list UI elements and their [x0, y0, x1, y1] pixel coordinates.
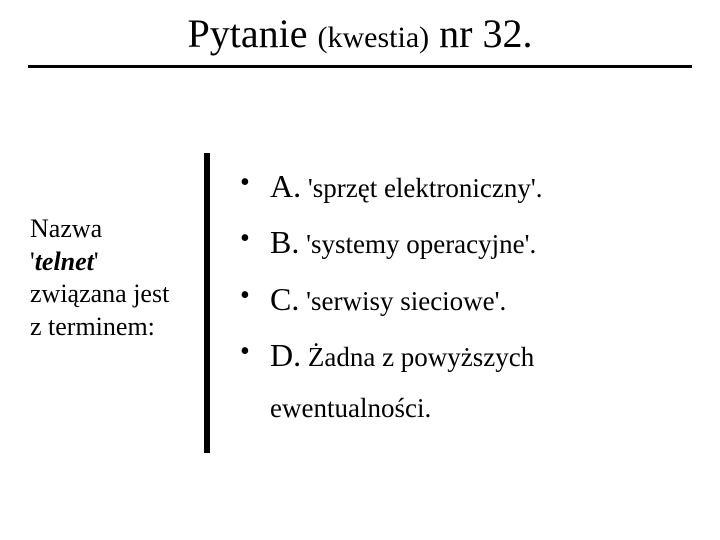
title-pre: Pytanie	[188, 11, 318, 56]
title-post: nr 32.	[429, 11, 532, 56]
bullet-icon: •	[240, 219, 270, 258]
question-stem: Nazwa 'telnet' związana jest z terminem:	[30, 153, 200, 453]
title-sub: (kwestia)	[318, 21, 430, 54]
option-d-letter: D.	[270, 337, 301, 373]
option-a-text: A. 'sprzęt elektroniczny'.	[270, 163, 543, 209]
option-c-body: 'serwisy sieciowe'.	[299, 286, 506, 316]
stem-line3: związana jest	[30, 278, 196, 311]
option-b: • B. 'systemy operacyjne'.	[240, 219, 720, 265]
option-b-body: 'systemy operacyjne'.	[299, 229, 536, 259]
content-area: Nazwa 'telnet' związana jest z terminem:…	[0, 153, 720, 453]
option-a-body: 'sprzęt elektroniczny'.	[301, 173, 542, 203]
vertical-divider	[204, 153, 210, 453]
title-area: Pytanie (kwestia) nr 32.	[0, 0, 720, 57]
bullet-icon: •	[240, 276, 270, 315]
bullet-icon: •	[240, 332, 270, 371]
page-title: Pytanie (kwestia) nr 32.	[188, 10, 533, 57]
horizontal-rule	[28, 65, 692, 68]
stem-emphasis: telnet	[35, 247, 94, 276]
option-c-letter: C.	[270, 281, 299, 317]
options-area: • A. 'sprzęt elektroniczny'. • B. 'syste…	[240, 153, 720, 453]
option-d-body: Żadna z powyższych	[301, 342, 534, 372]
option-a-letter: A.	[270, 168, 301, 204]
option-d-text: D. Żadna z powyższych	[270, 332, 534, 378]
bullet-icon: •	[240, 163, 270, 202]
option-c: • C. 'serwisy sieciowe'.	[240, 276, 720, 322]
option-b-text: B. 'systemy operacyjne'.	[270, 219, 536, 265]
stem-line2: 'telnet'	[30, 246, 196, 279]
option-d: • D. Żadna z powyższych	[240, 332, 720, 378]
stem-line1: Nazwa	[30, 213, 196, 246]
option-d-cont: ewentualności.	[270, 389, 720, 428]
option-b-letter: B.	[270, 224, 299, 260]
option-a: • A. 'sprzęt elektroniczny'.	[240, 163, 720, 209]
option-c-text: C. 'serwisy sieciowe'.	[270, 276, 506, 322]
stem-line4: z terminem:	[30, 311, 196, 344]
